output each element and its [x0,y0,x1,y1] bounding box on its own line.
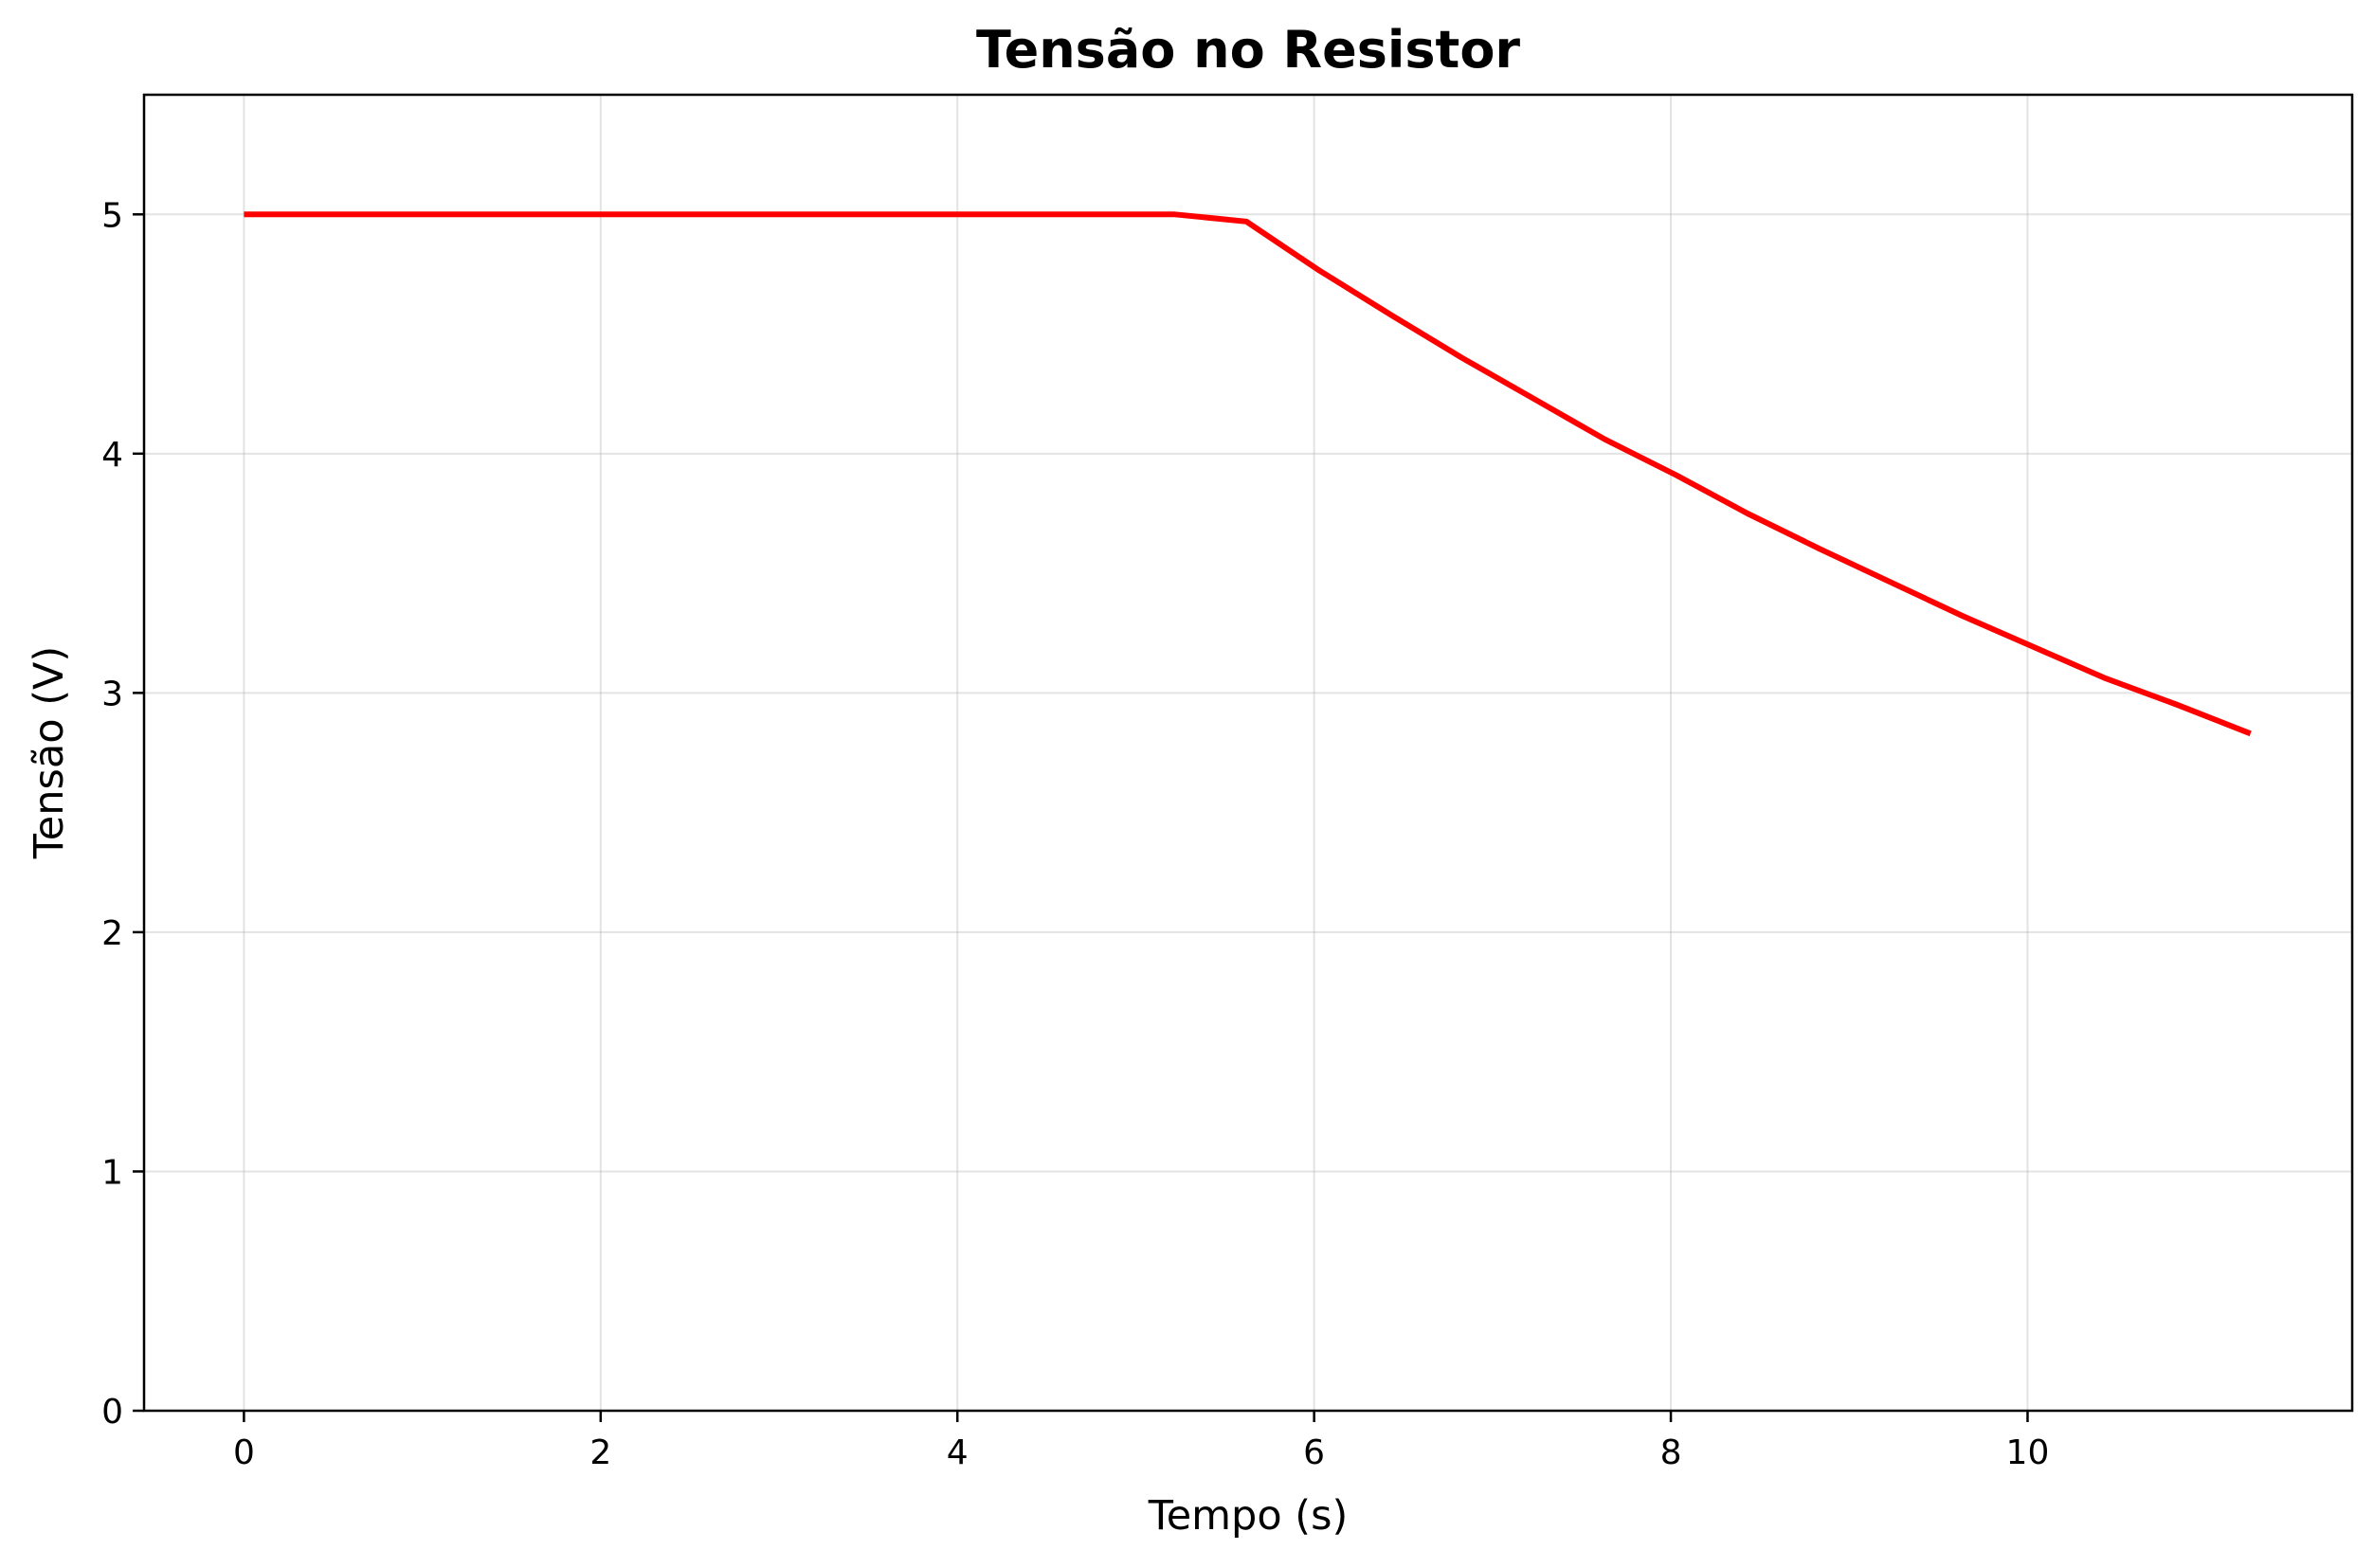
y-tick-label: 0 [101,1393,123,1432]
y-tick-label: 1 [101,1153,123,1192]
chart-title: Tensão no Resistor [976,20,1520,80]
y-tick-label: 4 [101,436,123,475]
series-layer [244,211,2252,737]
x-axis-ticks: 0 2 4 6 8 10 [233,1411,2049,1472]
y-tick-label: 3 [101,675,123,713]
x-tick-label: 6 [1303,1433,1325,1472]
axes-frame [142,93,2354,1413]
x-axis-label: Tempo (s) [1148,1492,1349,1540]
x-tick-label: 2 [589,1433,611,1472]
y-axis-label: Tensão (V) [26,646,73,859]
x-tick-label: 0 [233,1433,255,1472]
x-tick-label: 4 [947,1433,969,1472]
series-line [244,211,2252,737]
x-tick-label: 10 [2006,1433,2050,1472]
y-tick-label: 5 [101,196,123,235]
x-tick-label: 8 [1660,1433,1682,1472]
y-axis-ticks: 0 1 2 3 4 5 [101,196,144,1432]
y-tick-label: 2 [101,914,123,953]
